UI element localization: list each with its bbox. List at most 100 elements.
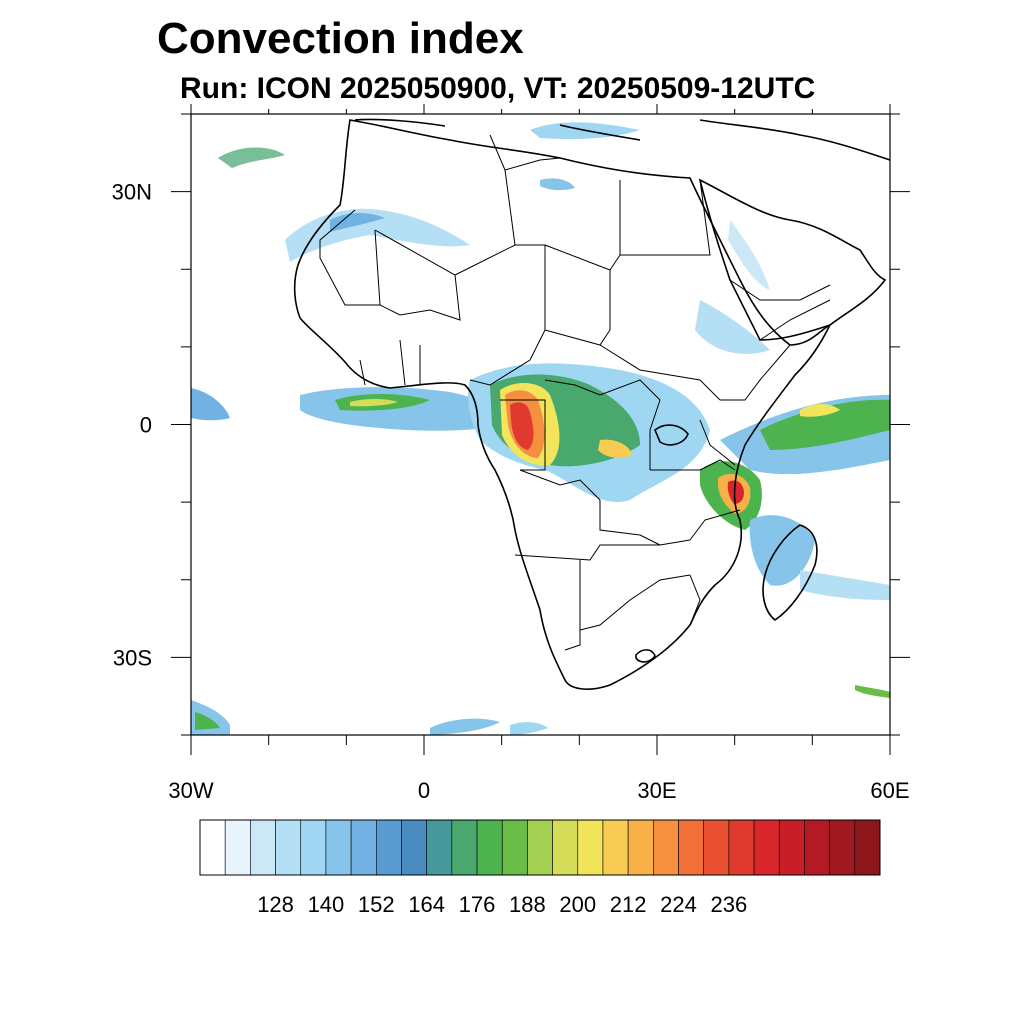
field-area [510,402,534,450]
border [500,399,546,471]
border [359,339,421,386]
lat-tick-label: 30S [113,645,152,670]
lesotho-border [635,649,656,663]
colorbar-label: 200 [559,892,596,917]
border [504,169,516,246]
border [759,299,831,341]
coastline [699,119,890,161]
border [544,379,661,470]
arabia-coastline [698,178,887,341]
chart-subtitle: Run: ICON 2025050900, VT: 20250509-12UTC [180,72,816,105]
colorbar-swatch [753,819,780,876]
colorbar-label: 176 [459,892,496,917]
border [609,179,711,271]
colorbar-swatch [501,819,528,876]
field-area [749,515,815,586]
border [564,560,581,651]
colorbar-swatch [250,819,276,876]
field-area [800,570,890,600]
lon-tick-label: 0 [418,778,430,803]
field-area [727,480,744,504]
border [514,539,691,561]
colorbar-label: 224 [660,892,697,917]
colorbar-swatch [627,819,654,876]
colorbar-swatch [426,819,453,876]
colorbar-label: 164 [408,892,445,917]
colorbar-label: 128 [257,892,294,917]
colorbar-swatch [703,819,730,876]
border [469,329,546,386]
axis-labels: 30N 0 30S 30W 0 30E 60E [112,180,910,803]
field-area [598,439,632,458]
border [599,344,721,401]
border [699,419,736,466]
colorbar-swatch [854,819,881,876]
colorbar-label: 212 [610,892,647,917]
coastline [559,124,641,141]
colorbar: 128 140 152 164 176 188 200 212 224 236 [199,819,881,917]
field-area [855,685,890,698]
colorbar-swatch [728,819,755,876]
colorbar-swatch [300,819,327,876]
colorbar-swatch [199,819,226,876]
colorbar-swatch [401,819,427,876]
border [519,469,661,546]
axis-ticks [171,104,910,755]
field-area [540,178,575,191]
lat-tick-label: 0 [140,413,152,438]
border [729,279,831,301]
field-area [760,399,890,450]
lon-tick-label: 60E [870,778,909,803]
colorbar-swatch [275,819,302,876]
colorbar-label: 152 [358,892,395,917]
colorbar-label: 188 [509,892,546,917]
lon-tick-label: 30E [637,778,676,803]
colorbar-swatch [678,819,705,876]
border [689,574,701,626]
border [650,459,736,471]
border [720,344,791,401]
field-area [195,712,220,730]
border [544,244,611,346]
field-area [330,213,385,232]
country-borders [319,134,831,651]
border [689,509,741,541]
colorbar-swatch [527,819,553,876]
border [379,274,461,321]
field-area [218,147,285,168]
field-area [800,404,840,417]
chart-title: Convection index [157,14,524,63]
colorbar-swatch [778,819,805,876]
colorbar-swatch [552,819,579,876]
colorbar-swatch [451,819,478,876]
colorbar-swatch [653,819,679,876]
field-area [728,220,770,290]
field-area [510,722,548,735]
convection-field [191,122,890,735]
border [489,134,561,171]
madagascar-coastline [762,524,818,621]
lake-victoria [654,424,689,446]
colorbar-swatch [577,819,604,876]
colorbar-swatch [375,819,402,876]
colorbar-swatch [829,819,856,876]
colorbar-swatch [325,819,352,876]
colorbar-label: 140 [308,892,345,917]
colorbar-swatch [602,819,629,876]
field-area [350,399,398,407]
colorbar-swatch [224,819,251,876]
lat-tick-label: 30N [112,180,152,205]
colorbar-swatch [476,819,503,876]
colorbar-swatch [804,819,830,876]
colorbar-frame [199,819,881,876]
field-area [430,718,500,735]
colorbar-label: 236 [711,892,748,917]
lon-tick-label: 30W [168,778,213,803]
coastline [354,118,446,127]
border [319,209,381,306]
field-area [695,300,770,354]
colorbar-swatch [350,819,377,876]
border [579,574,691,631]
field-area [191,388,230,421]
